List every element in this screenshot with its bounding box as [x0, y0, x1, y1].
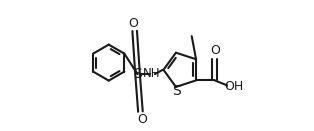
Text: OH: OH [224, 80, 243, 93]
Text: O: O [137, 113, 147, 126]
Text: S: S [133, 67, 142, 81]
Text: O: O [128, 17, 138, 29]
Text: NH: NH [143, 67, 161, 80]
Text: O: O [210, 44, 220, 57]
Text: S: S [172, 84, 181, 98]
